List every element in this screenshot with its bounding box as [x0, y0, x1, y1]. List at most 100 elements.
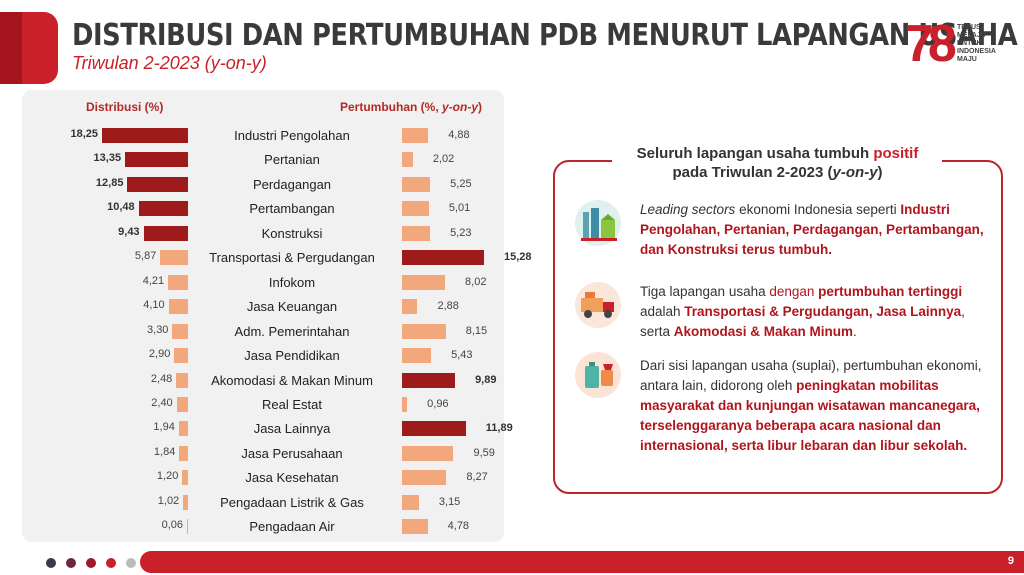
chart-row: 12,85 Perdagangan 5,25: [22, 173, 504, 195]
growth-bar: [402, 152, 413, 168]
right-axis-header: Pertumbuhan (%, y-on-y): [340, 100, 482, 114]
category-label: Pengadaan Listrik & Gas: [220, 494, 364, 510]
distribution-value: 2,40: [151, 396, 173, 409]
category-label: Industri Pengolahan: [234, 128, 350, 143]
nav-dot-1[interactable]: [46, 558, 56, 568]
growth-value: 8,02: [465, 275, 487, 288]
growth-value: 11,89: [485, 422, 513, 435]
info-title-italic: y-on-y: [832, 164, 878, 181]
category-label: Jasa Pendidikan: [244, 348, 340, 364]
nav-dot-4[interactable]: [106, 558, 116, 568]
growth-value: 0,96: [427, 397, 449, 410]
chart-row: 2,48 Akomodasi & Makan Minum 9,89: [22, 369, 504, 391]
left-accent-tab: [0, 12, 58, 84]
growth-bar: [402, 274, 446, 290]
distribution-bar: [174, 348, 188, 364]
distribution-value: 1,02: [157, 494, 180, 507]
growth-value: 2,02: [432, 153, 455, 166]
growth-value: 5,23: [450, 226, 472, 239]
distribution-value: 2,48: [150, 372, 173, 385]
distribution-bar: [183, 494, 188, 510]
category-label: Akomodasi & Makan Minum: [211, 372, 373, 388]
chart-row: 9,43 Konstruksi 5,23: [22, 222, 504, 244]
info-title-part2: pada Triwulan 2-2023 (: [672, 164, 833, 181]
distribution-value: 9,43: [118, 225, 140, 238]
growth-value: 5,43: [451, 349, 473, 362]
growth-value: 8,27: [466, 471, 488, 484]
growth-bar: [402, 128, 429, 143]
category-label: Jasa Kesehatan: [245, 470, 339, 486]
growth-value: 4,88: [448, 129, 470, 141]
growth-value: 9,89: [475, 373, 497, 386]
info-item-1: Leading sectors ekonomi Indonesia sepert…: [640, 200, 990, 260]
item2-p3: pertumbuhan tertinggi: [818, 284, 963, 299]
distribution-bar: [182, 470, 188, 486]
logo-text: TERUS MELAJU UNTUK INDONESIA MAJU: [957, 24, 996, 63]
distribution-bar: [172, 323, 188, 339]
chart-row: 5,87 Transportasi & Pergudangan 15,28: [22, 246, 532, 268]
page-title: DISTRIBUSI DAN PERTUMBUHAN PDB MENURUT L…: [72, 18, 1018, 53]
nav-dot-3[interactable]: [86, 558, 96, 568]
distribution-bar: [125, 152, 188, 168]
distribution-bar: [168, 274, 188, 290]
chart-row: 18,25 Industri Pengolahan 4,88: [22, 124, 504, 146]
category-label: Infokom: [268, 274, 316, 290]
info-title-red: positif: [873, 145, 919, 162]
item2-p5: Transportasi & Pergudangan, Jasa Lainnya: [684, 304, 962, 319]
chart-row: 0,06 Pengadaan Air 4,78: [22, 515, 504, 537]
nav-dot-2[interactable]: [66, 558, 76, 568]
chart-row: 1,84 Jasa Perusahaan 9,59: [22, 442, 504, 464]
category-label: Pertanian: [264, 152, 320, 168]
info-item-3: Dari sisi lapangan usaha (suplai), pertu…: [640, 356, 990, 456]
anniversary-logo: 78 TERUS MELAJU UNTUK INDONESIA MAJU: [905, 14, 1021, 74]
growth-bar: [402, 348, 432, 364]
item2-p1: Tiga lapangan usaha: [640, 284, 770, 299]
distribution-bar: [127, 176, 188, 192]
growth-value: 4,78: [447, 520, 470, 533]
chart-row: 10,48 Pertambangan 5,01: [22, 197, 504, 219]
growth-bar: [402, 396, 408, 412]
growth-value: 5,25: [450, 177, 472, 190]
logo-number: 78: [905, 15, 957, 73]
distribution-bar: [187, 519, 188, 535]
distribution-bar: [176, 396, 188, 412]
info-title-part1: Seluruh lapangan usaha tumbuh: [636, 145, 874, 162]
left-axis-header: Distribusi (%): [86, 100, 164, 114]
category-label: Real Estat: [262, 396, 322, 412]
growth-value: 15,28: [504, 251, 532, 264]
distribution-value: 1,94: [153, 421, 175, 434]
distribution-value: 18,25: [70, 128, 98, 140]
distribution-value: 0,06: [161, 519, 183, 532]
chart-row: 2,90 Jasa Pendidikan 5,43: [22, 344, 504, 366]
growth-bar: [402, 299, 418, 315]
category-label: Perdagangan: [252, 176, 332, 192]
nav-dot-5[interactable]: [126, 558, 136, 568]
distribution-bar: [143, 225, 188, 241]
item3-p1: Dari sisi lapangan usaha (suplai), pertu…: [640, 358, 982, 393]
distribution-bar: [178, 421, 188, 437]
page-subtitle: Triwulan 2-2023 (y-on-y): [72, 53, 267, 73]
travel-icon: [575, 352, 621, 398]
right-header-italic: y-on-y: [442, 100, 479, 114]
growth-bar: [402, 225, 431, 241]
distribution-bar: [160, 250, 188, 266]
category-label: Transportasi & Pergudangan: [209, 250, 375, 266]
distribution-bar: [176, 372, 188, 388]
item1-highlight: Industri Pengolahan, Pertanian, Perdagan…: [640, 202, 984, 257]
right-header-main: Pertumbuhan (%,: [340, 100, 443, 114]
growth-bar: [402, 201, 429, 217]
distribution-value: 12,85: [95, 176, 124, 189]
chart-row: 1,94 Jasa Lainnya 11,89: [22, 417, 513, 439]
distribution-value: 10,48: [107, 201, 135, 214]
truck-icon: [575, 282, 621, 328]
chart-row: 4,10 Jasa Keuangan 2,88: [22, 295, 504, 317]
chart-panel: [22, 90, 504, 542]
growth-bar: [402, 372, 456, 388]
growth-bar: [402, 323, 446, 339]
item2-p8: .: [853, 324, 857, 339]
chart-row: 13,35 Pertanian 2,02: [22, 148, 504, 170]
chart-row: 4,21 Infokom 8,02: [22, 271, 504, 293]
growth-value: 3,15: [438, 495, 461, 508]
factory-icon: [575, 200, 621, 246]
growth-bar: [402, 421, 466, 437]
